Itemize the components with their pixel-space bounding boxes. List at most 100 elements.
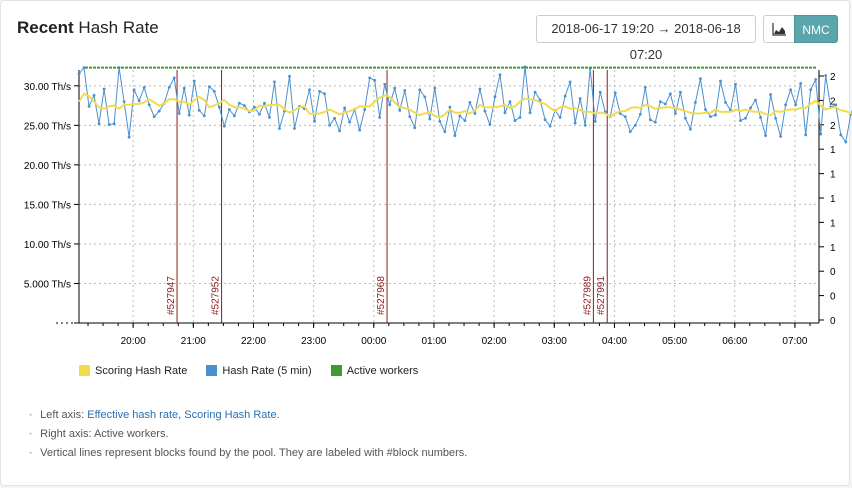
hash-rate-point [724,101,727,104]
hash-rate-point [338,129,342,133]
hash-rate-point [573,121,577,125]
hash-rate-point [217,105,221,109]
hash-rate-point [132,88,136,92]
note-left-axis: Left axis: Effective hash rate, Scoring … [29,406,467,425]
hash-rate-point [744,116,747,120]
x-tick-label: 05:00 [662,336,687,347]
title-rest: Hash Rate [78,18,159,37]
note-right-axis: Right axis: Active workers. [29,425,467,444]
hash-rate-point [408,115,412,119]
legend-hash-rate-5min[interactable]: Hash Rate (5 min) [206,365,312,377]
x-tick-label: 07:00 [782,336,807,347]
legend-active-workers[interactable]: Active workers [330,365,418,377]
hash-rate-point [578,97,582,100]
hash-rate-point [563,94,567,98]
hash-rate-point [333,116,336,120]
hash-rate-chart: 30.00 Th/s 25.00 Th/s 20.00 Th/s 15.00 Th/s… [24,65,852,347]
x-tick-label: 04:00 [602,336,627,347]
hash-rate-point [227,108,231,111]
hash-rate-point [393,86,397,90]
hash-rate-point [804,133,808,137]
block-label: #527952 [211,276,222,315]
hash-rate-point [127,135,131,139]
hash-rate-point [493,95,497,99]
hash-rate-point [378,116,382,119]
hash-rate-point [789,88,793,92]
hash-rate-point [273,80,276,84]
hash-rate-point [483,109,487,113]
panel-title: Recent Hash Rate [17,18,159,38]
hash-rate-point [668,92,672,96]
hash-rate-point [423,95,427,99]
y-right-tick-label: 1 [830,194,836,205]
hash-rate-point [107,123,111,126]
hash-rate-point [87,104,91,108]
effective-hash-rate-link[interactable]: Effective hash rate [87,409,179,421]
hash-rate-point [197,108,201,112]
hash-rate-point [438,119,442,123]
hash-rate-point [498,73,502,77]
scoring-hash-rate-link[interactable]: Scoring Hash Rate [184,409,277,421]
hash-rate-point [172,76,176,80]
hash-rate-point [458,114,462,118]
x-tick-label: 06:00 [722,336,747,347]
hash-rate-point [613,91,617,95]
hash-rate-point [232,114,236,118]
hash-rate-point [147,103,151,107]
block-label: #527968 [376,276,387,315]
hash-rate-point [258,112,261,116]
hash-rate-point [518,116,522,119]
hash-rate-point [503,111,507,115]
chart-notes: Left axis: Effective hash rate, Scoring … [29,406,467,463]
hash-rate-point [528,111,532,115]
legend-swatch-hash-rate [206,365,218,376]
title-bold: Recent [17,18,74,37]
legend-scoring-hash-rate[interactable]: Scoring Hash Rate [79,365,187,377]
hash-rate-point [704,108,707,111]
hash-rate-point [418,88,422,92]
block-label: #527991 [596,276,607,315]
hash-rate-point [363,108,367,111]
hash-rate-point [157,109,161,113]
hash-rate-point [759,116,762,119]
hash-rate-point [814,78,818,81]
hash-rate-point [558,116,562,119]
date-range-picker[interactable]: 2018-06-17 19:20 → 2018-06-18 07:20 [536,15,756,62]
hash-rate-point [448,105,452,109]
hash-rate-point [102,87,106,91]
y-right-tick-label: 1 [830,243,836,254]
hash-rate-point [699,77,702,81]
x-tick-label: 01:00 [421,336,446,347]
hash-rate-point [538,98,542,102]
y-right-tick-label: 1 [830,170,836,181]
hash-rate-point [734,82,737,86]
y-right-tick-label: 0 [830,267,836,278]
hash-rate-point [809,88,813,92]
hash-rate-point [663,102,667,106]
hash-rate-point [694,101,697,104]
block-label: #527989 [582,276,593,315]
coin-toggle-button[interactable]: NMC [794,15,838,43]
hash-rate-point [689,127,692,131]
hash-rate-point [142,85,146,89]
y-left-tick-label: 10.00 Th/s [24,240,71,251]
x-tick-label: 02:00 [482,336,507,347]
hash-rate-point [478,87,482,91]
chart-legend: Scoring Hash Rate Hash Rate (5 min) Acti… [79,365,434,377]
hash-rate-point [308,88,311,92]
hash-rate-point [533,90,537,94]
hash-rate-point [137,99,141,103]
area-chart-toggle-button[interactable] [763,15,795,43]
hash-rate-point [428,117,432,121]
hash-rate-point [443,130,447,134]
hash-rate-point [598,90,602,94]
hash-rate-point [754,98,757,102]
hash-rate-point [508,100,512,104]
hash-rate-point [167,85,171,89]
hash-rate-point [799,82,803,85]
series-hash-rate-line [78,66,852,144]
hash-rate-point [122,100,126,104]
hash-rate-point [288,74,291,78]
hash-rate-point [618,112,622,115]
hash-rate-point [253,105,256,109]
